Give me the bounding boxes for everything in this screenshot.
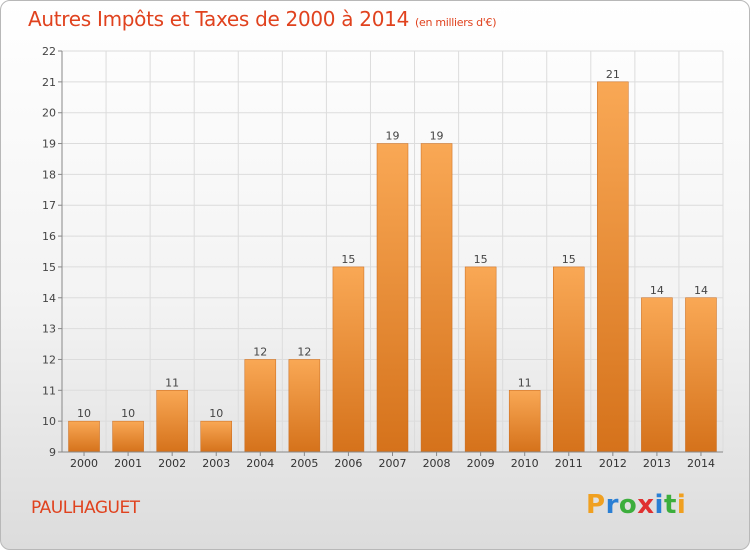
bar [685,297,717,453]
bar [464,266,497,453]
logo-letter: x [637,490,655,520]
value-label: 14 [650,284,664,297]
x-tick-label: 2013 [643,457,671,470]
y-tick-label: 15 [42,261,56,274]
y-tick-label: 10 [42,415,56,428]
title-text: Autres Impôts et Taxes de 2000 à 2014 [28,7,409,31]
bar [641,297,673,453]
x-tick-label: 2003 [202,457,230,470]
x-tick-label: 2009 [467,457,495,470]
x-tick-label: 2012 [599,457,627,470]
logo-letter: P [586,490,606,520]
value-label: 15 [474,253,488,266]
y-tick-label: 22 [42,45,56,58]
x-tick-label: 2010 [511,457,539,470]
x-tick-label: 2002 [158,457,186,470]
title-unit: (en milliers d'€) [415,16,497,29]
value-label: 21 [606,68,620,81]
bar [420,143,453,453]
bars: 10 10 11 10 12 12 15 19 19 15 11 15 21 14 14 [68,68,717,453]
bar [200,420,232,453]
value-label: 15 [341,253,355,266]
y-tick-label: 19 [42,138,56,151]
chart-title: Autres Impôts et Taxes de 2000 à 2014 (en… [28,7,496,31]
bar [288,359,321,453]
x-tick-label: 2005 [290,457,318,470]
bar [508,390,541,453]
y-tick-label: 9 [49,446,56,459]
value-label: 10 [77,407,91,420]
y-tick-label: 18 [42,168,56,181]
bar [244,359,277,453]
logo-letter: i [676,490,687,520]
x-tick-label: 2011 [555,457,583,470]
bar [112,420,144,453]
value-label: 19 [386,130,400,143]
bar [376,143,409,453]
bar [597,81,629,453]
bar [156,390,188,453]
value-label: 15 [562,253,576,266]
y-tick-label: 17 [42,199,56,212]
x-tick-label: 2006 [334,457,362,470]
y-tick-label: 20 [42,107,56,120]
value-label: 10 [209,407,223,420]
x-tick-label: 2000 [70,457,98,470]
y-tick-label: 14 [42,292,56,305]
x-tick-label: 2014 [687,457,715,470]
value-label: 12 [253,345,267,358]
value-label: 11 [518,376,532,389]
y-tick-label: 11 [42,384,56,397]
x-tick-label: 2008 [423,457,451,470]
bar [68,420,100,453]
proxiti-logo: Proxiti [586,490,686,520]
y-tick-label: 16 [42,230,56,243]
value-label: 11 [165,376,179,389]
x-tick-label: 2001 [114,457,142,470]
logo-letter: r [605,490,619,520]
y-tick-label: 12 [42,353,56,366]
logo-letter: i [654,490,664,520]
value-label: 14 [694,284,708,297]
y-tick-label: 13 [42,323,56,336]
x-tick-label: 2007 [379,457,407,470]
y-tick-label: 21 [42,76,56,89]
logo-letter: t [663,490,677,520]
value-label: 19 [430,130,444,143]
value-label: 10 [121,407,135,420]
x-tick-label: 2004 [246,457,274,470]
value-label: 12 [297,345,311,358]
bar [332,266,365,453]
logo-letter: o [618,490,638,520]
axes: 9 10 11 12 13 14 15 16 17 18 19 20 21 22 2000 2001 2002 2… [42,45,723,470]
town-name: PAULHAGUET [31,498,140,518]
bar [553,266,585,453]
